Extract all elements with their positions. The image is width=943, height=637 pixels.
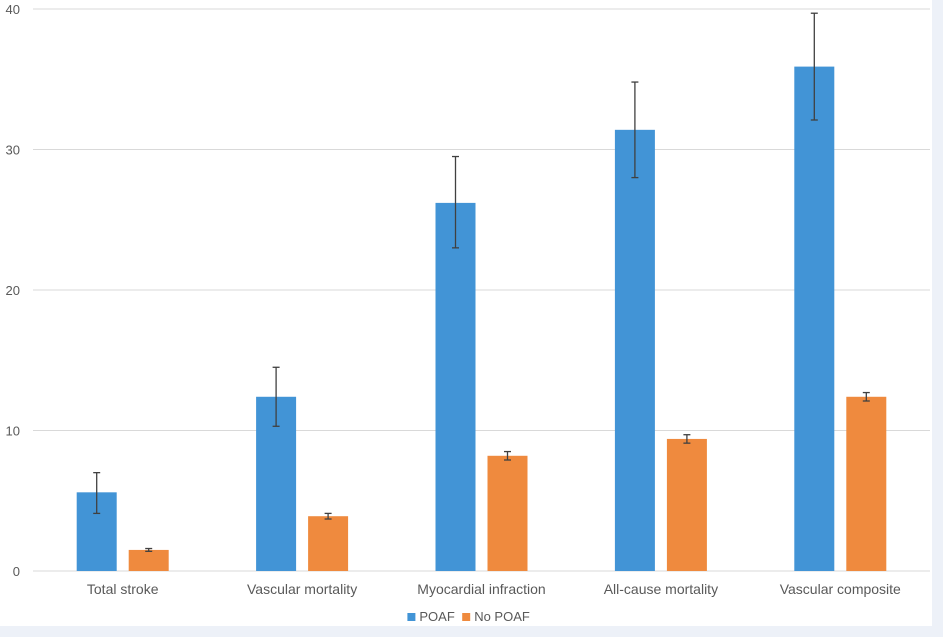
error-bar: [862, 391, 870, 402]
x-axis-categories: Total stroke Vascular mortality Myocardial…: [87, 581, 901, 597]
x-category-label: Total stroke: [87, 581, 159, 597]
error-bar: [504, 450, 511, 461]
gridlines: [33, 8, 930, 572]
bar-poaf: [435, 202, 476, 571]
error-bar: [683, 434, 691, 444]
error-bar: [324, 512, 332, 520]
error-bar: [452, 155, 459, 249]
x-category-label: Myocardial infraction: [417, 581, 545, 597]
bar-no-poaf: [487, 455, 528, 571]
bar-no-poaf: [128, 549, 169, 571]
error-bar: [93, 471, 101, 515]
y-tick-label: 40: [6, 2, 20, 17]
bar-no-poaf: [846, 396, 887, 571]
legend-swatch: [462, 613, 471, 621]
x-category-label: All-cause mortality: [604, 581, 718, 597]
y-tick-label: 30: [6, 143, 20, 158]
bars: [76, 66, 887, 571]
bar-poaf: [614, 129, 655, 571]
bar-no-poaf: [308, 516, 349, 571]
legend-label: No POAF: [474, 609, 530, 624]
error-bar: [272, 366, 280, 427]
error-bar: [145, 547, 153, 552]
chart-area: 0 10 20 30 40 Total stroke Vascular mortality…: [0, 0, 932, 626]
error-bars: [93, 12, 870, 552]
x-category-label: Vascular mortality: [247, 581, 357, 597]
legend: POAF No POAF: [407, 609, 530, 624]
legend-swatch: [407, 613, 416, 621]
y-tick-label: 0: [13, 564, 20, 579]
y-tick-label: 20: [6, 283, 20, 298]
x-category-label: Vascular composite: [780, 581, 901, 597]
legend-item-no-poaf: No POAF: [462, 609, 530, 624]
y-tick-label: 10: [6, 424, 20, 439]
legend-item-poaf: POAF: [407, 609, 455, 624]
bar-no-poaf: [666, 438, 707, 571]
legend-label: POAF: [419, 609, 454, 624]
error-bar: [631, 81, 639, 179]
bar-chart: 0 10 20 30 40 Total stroke Vascular mortality…: [6, 2, 930, 624]
y-axis-ticks: 0 10 20 30 40: [6, 2, 20, 579]
bar-poaf: [794, 66, 835, 571]
error-bar: [810, 12, 818, 121]
